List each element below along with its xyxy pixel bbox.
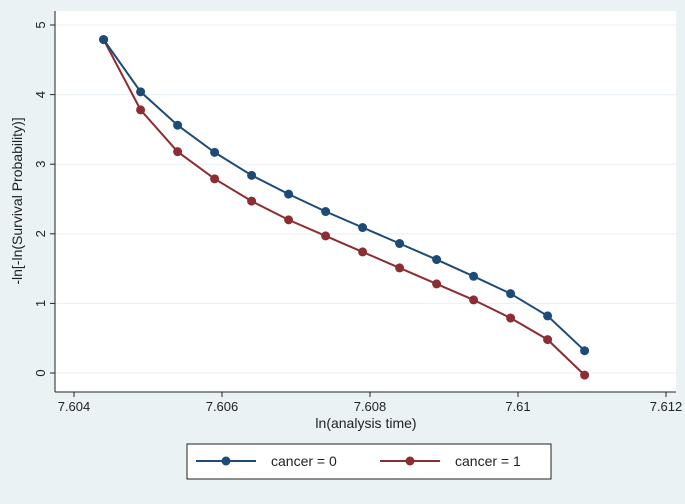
x-axis-label: ln(analysis time)	[315, 415, 416, 431]
legend-marker	[221, 456, 231, 466]
data-point	[210, 174, 220, 184]
series-line	[102, 39, 586, 376]
data-point	[395, 263, 405, 273]
data-point	[321, 231, 331, 241]
series-0	[99, 35, 590, 356]
y-tick-label: 4	[33, 91, 48, 98]
data-point	[136, 87, 146, 97]
data-point	[543, 335, 553, 345]
legend-label: cancer = 1	[455, 453, 521, 469]
data-point	[469, 295, 479, 305]
legend: cancer = 0 cancer = 1	[186, 443, 552, 480]
x-tick-label: 7.612	[650, 399, 683, 414]
data-point	[358, 223, 368, 233]
y-tick-label: 0	[33, 369, 48, 376]
data-point	[173, 120, 183, 130]
data-point	[506, 289, 516, 299]
series-1	[99, 35, 590, 380]
data-point	[284, 189, 294, 199]
legend-marker	[405, 456, 415, 466]
data-point	[99, 35, 109, 45]
data-point	[580, 346, 590, 356]
plot-background	[55, 11, 676, 392]
data-point	[173, 147, 183, 157]
data-point	[136, 105, 146, 115]
x-tick-label: 7.604	[58, 399, 91, 414]
data-point	[432, 255, 442, 265]
y-tick-label: 1	[33, 300, 48, 307]
data-point	[506, 313, 516, 323]
data-point	[432, 279, 442, 289]
data-point	[247, 170, 257, 180]
y-axis-label: -ln[-ln(Survival Probability)]	[9, 117, 25, 284]
data-point	[247, 196, 257, 206]
x-tick-label: 7.608	[354, 399, 387, 414]
series-layer	[99, 35, 590, 380]
data-point	[580, 370, 590, 380]
y-tick-label: 2	[33, 230, 48, 237]
data-point	[469, 271, 479, 281]
x-tick-label: 7.606	[206, 399, 239, 414]
grid-layer	[55, 24, 676, 374]
x-tick-label: 7.61	[505, 399, 530, 414]
data-point	[210, 147, 220, 157]
data-point	[284, 215, 294, 225]
y-tick-label: 3	[33, 161, 48, 168]
data-point	[358, 247, 368, 257]
legend-label: cancer = 0	[271, 453, 337, 469]
y-tick-label: 5	[33, 21, 48, 28]
axis-layer: 0 1 2 3 4 5 7.604 7.606 7.608 7.61 7.612	[33, 11, 682, 414]
label-layer: ln(analysis time) -ln[-ln(Survival Proba…	[9, 117, 417, 431]
data-point	[395, 239, 405, 249]
data-point	[543, 311, 553, 321]
data-point	[321, 207, 331, 217]
series-line	[102, 39, 586, 352]
